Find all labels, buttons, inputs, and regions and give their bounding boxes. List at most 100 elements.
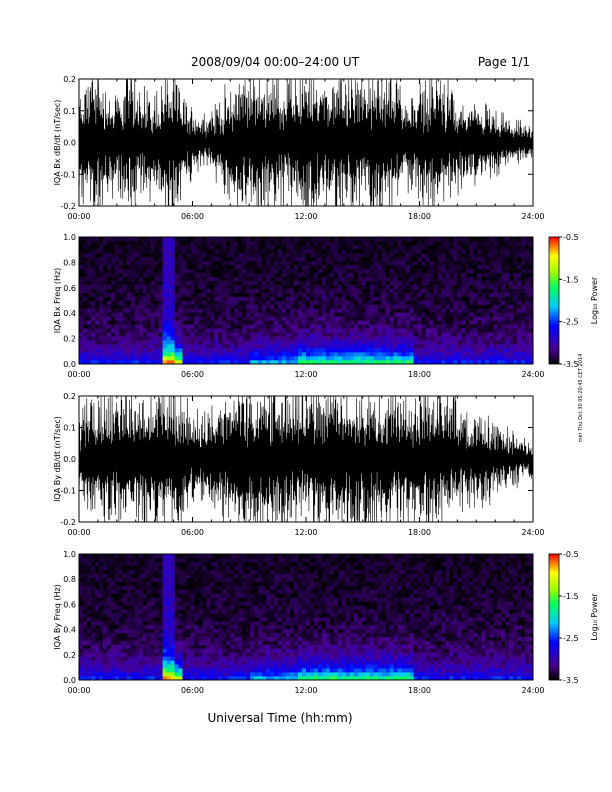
spectrogram-cell [294, 308, 299, 313]
spectrogram-cell [186, 577, 191, 582]
spectrogram-cell [126, 597, 132, 602]
spectrogram-cell [270, 288, 275, 293]
spectrogram-cell [146, 605, 151, 610]
spectrogram-cell [198, 312, 203, 317]
spectrogram-cell [190, 300, 195, 305]
spectrogram-cell [182, 296, 187, 301]
spectrogram-cell [198, 248, 203, 254]
spectrogram-cell [79, 304, 84, 309]
spectrogram-cell [98, 656, 104, 661]
spectrogram-cell [385, 308, 390, 313]
spectrogram-cell [170, 561, 175, 567]
spectrogram-cell [481, 268, 486, 274]
spectrogram-cell [122, 573, 128, 578]
spectrogram-cell [218, 348, 223, 353]
spectrogram-cell [298, 248, 303, 254]
spectrogram-cell [294, 296, 299, 301]
spectrogram-cell [270, 352, 275, 357]
spectrogram-cell [254, 284, 259, 289]
spectrogram-cell [513, 328, 518, 333]
spectrogram-cell [79, 340, 84, 345]
spectrogram-cell [122, 256, 128, 262]
spectrogram-cell [274, 360, 279, 365]
spectrogram-cell [142, 237, 147, 242]
spectrogram-cell [469, 237, 474, 242]
spectrogram-cell [309, 252, 315, 258]
spectrogram-cell [421, 360, 426, 365]
spectrogram-cell [118, 668, 124, 673]
spectrogram-cell [309, 336, 315, 341]
spectrogram-cell [118, 252, 124, 258]
spectrogram-cell [341, 240, 347, 246]
spectrogram-cell [102, 296, 108, 301]
spectrogram-cell [130, 632, 136, 637]
spectrogram-cell [317, 340, 323, 345]
spectrogram-cell [134, 352, 140, 357]
spectrogram-cell [453, 352, 458, 357]
spectrogram-cell [98, 660, 104, 665]
spectrogram-cell [174, 344, 179, 349]
spectrogram-cell [142, 597, 147, 602]
spectrogram-cell [226, 356, 231, 361]
spectrogram-cell [465, 284, 470, 289]
spectrogram-cell [449, 308, 454, 313]
spectrogram-cell [405, 244, 410, 250]
spectrogram-cell [302, 316, 307, 321]
spectrogram-cell [437, 328, 442, 333]
spectrogram-cell [246, 240, 251, 246]
spectrogram-cell [162, 356, 167, 361]
spectrogram-cell [94, 676, 100, 681]
spectrogram-cell [262, 312, 267, 317]
spectrogram-cell [465, 316, 470, 321]
spectrogram-cell [369, 260, 374, 266]
spectrogram-cell [321, 252, 327, 258]
spectrogram-cell [150, 648, 155, 653]
spectrogram-cell [302, 264, 307, 270]
spectrogram-cell [90, 280, 96, 285]
spectrogram-cell [154, 348, 159, 353]
spectrogram-cell [329, 260, 335, 266]
spectrogram-cell [469, 348, 474, 353]
spectrogram-cell [286, 340, 291, 345]
spectrogram-cell [150, 676, 155, 681]
spectrogram-cell [413, 332, 418, 337]
spectrogram-cell [174, 296, 179, 301]
spectrogram-cell [262, 316, 267, 321]
spectrogram-cell [242, 256, 247, 262]
spectrogram-cell [262, 237, 267, 242]
spectrogram-cell [98, 628, 104, 634]
spectrogram-cell [118, 312, 124, 317]
spectrogram-cell [86, 660, 92, 665]
spectrogram-cell [497, 332, 502, 337]
spectrogram-cell [202, 589, 207, 594]
spectrogram-cell [82, 264, 88, 270]
spectrogram-cell [130, 617, 136, 622]
spectrogram-cell [186, 593, 191, 598]
spectrogram-cell [445, 237, 450, 242]
spectrogram-cell [489, 332, 494, 337]
spectrogram-cell [369, 240, 374, 246]
spectrogram-cell [134, 581, 140, 586]
spectrogram-cell [154, 589, 159, 594]
spectrogram-cell [294, 300, 299, 305]
spectrogram-cell [246, 340, 251, 345]
spectrogram-cell [190, 652, 195, 657]
spectrogram-cell [122, 554, 128, 559]
spectrogram-cell [94, 593, 100, 598]
spectrogram-cell [86, 260, 92, 266]
spectrogram-cell [469, 308, 474, 313]
spectrogram-cell [106, 573, 112, 578]
spectrogram-cell [222, 252, 227, 258]
spectrogram-cell [250, 256, 255, 262]
spectrogram-cell [266, 276, 271, 281]
spectrogram-cell [521, 260, 526, 266]
spectrogram-cell [166, 557, 171, 563]
spectrogram-cell [162, 648, 167, 653]
spectrogram-cell [517, 256, 522, 262]
spectrogram-cell [114, 624, 120, 630]
spectrogram-cell [102, 660, 108, 665]
spectrogram-cell [325, 348, 331, 353]
spectrogram-cell [114, 348, 120, 353]
spectrogram-cell [329, 296, 335, 301]
spectrogram-cell [513, 237, 518, 242]
